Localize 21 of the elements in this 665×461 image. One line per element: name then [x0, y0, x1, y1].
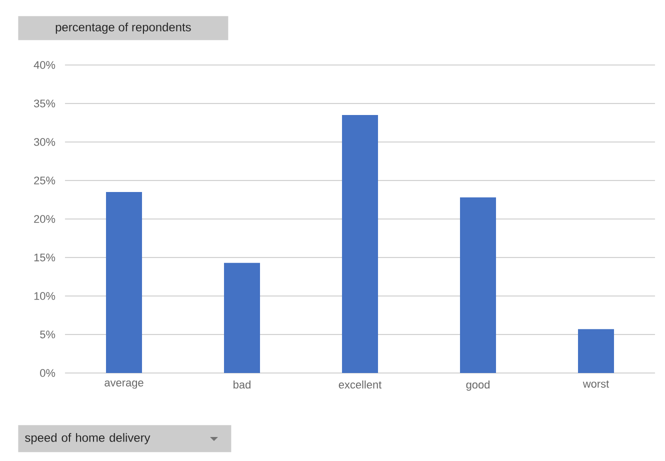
y-tick-label: 10%	[34, 292, 56, 300]
y-tick-label: 5%	[40, 330, 56, 338]
x-axis-title: speed of home delivery	[25, 433, 150, 444]
x-tick-label: bad	[234, 380, 250, 389]
bar	[224, 262, 260, 373]
x-tick-label: excellent	[338, 380, 382, 389]
y-tick-label: 30%	[34, 138, 56, 146]
y-tick-label: 40%	[34, 61, 56, 69]
y-tick-label: 35%	[34, 100, 56, 108]
bar	[578, 329, 614, 373]
x-tick-label: average	[104, 380, 144, 389]
y-axis-title: percentage of repondents	[56, 22, 191, 34]
y-tick-label: 0%	[40, 369, 56, 377]
x-tick-label: worst	[582, 380, 610, 388]
x-tick-label: good	[466, 380, 490, 391]
y-tick-label: 20%	[34, 215, 56, 223]
y-tick-label: 25%	[34, 176, 56, 184]
bar	[106, 192, 142, 373]
bar	[460, 197, 496, 373]
y-tick-label: 15%	[34, 254, 56, 262]
bar	[342, 115, 378, 373]
